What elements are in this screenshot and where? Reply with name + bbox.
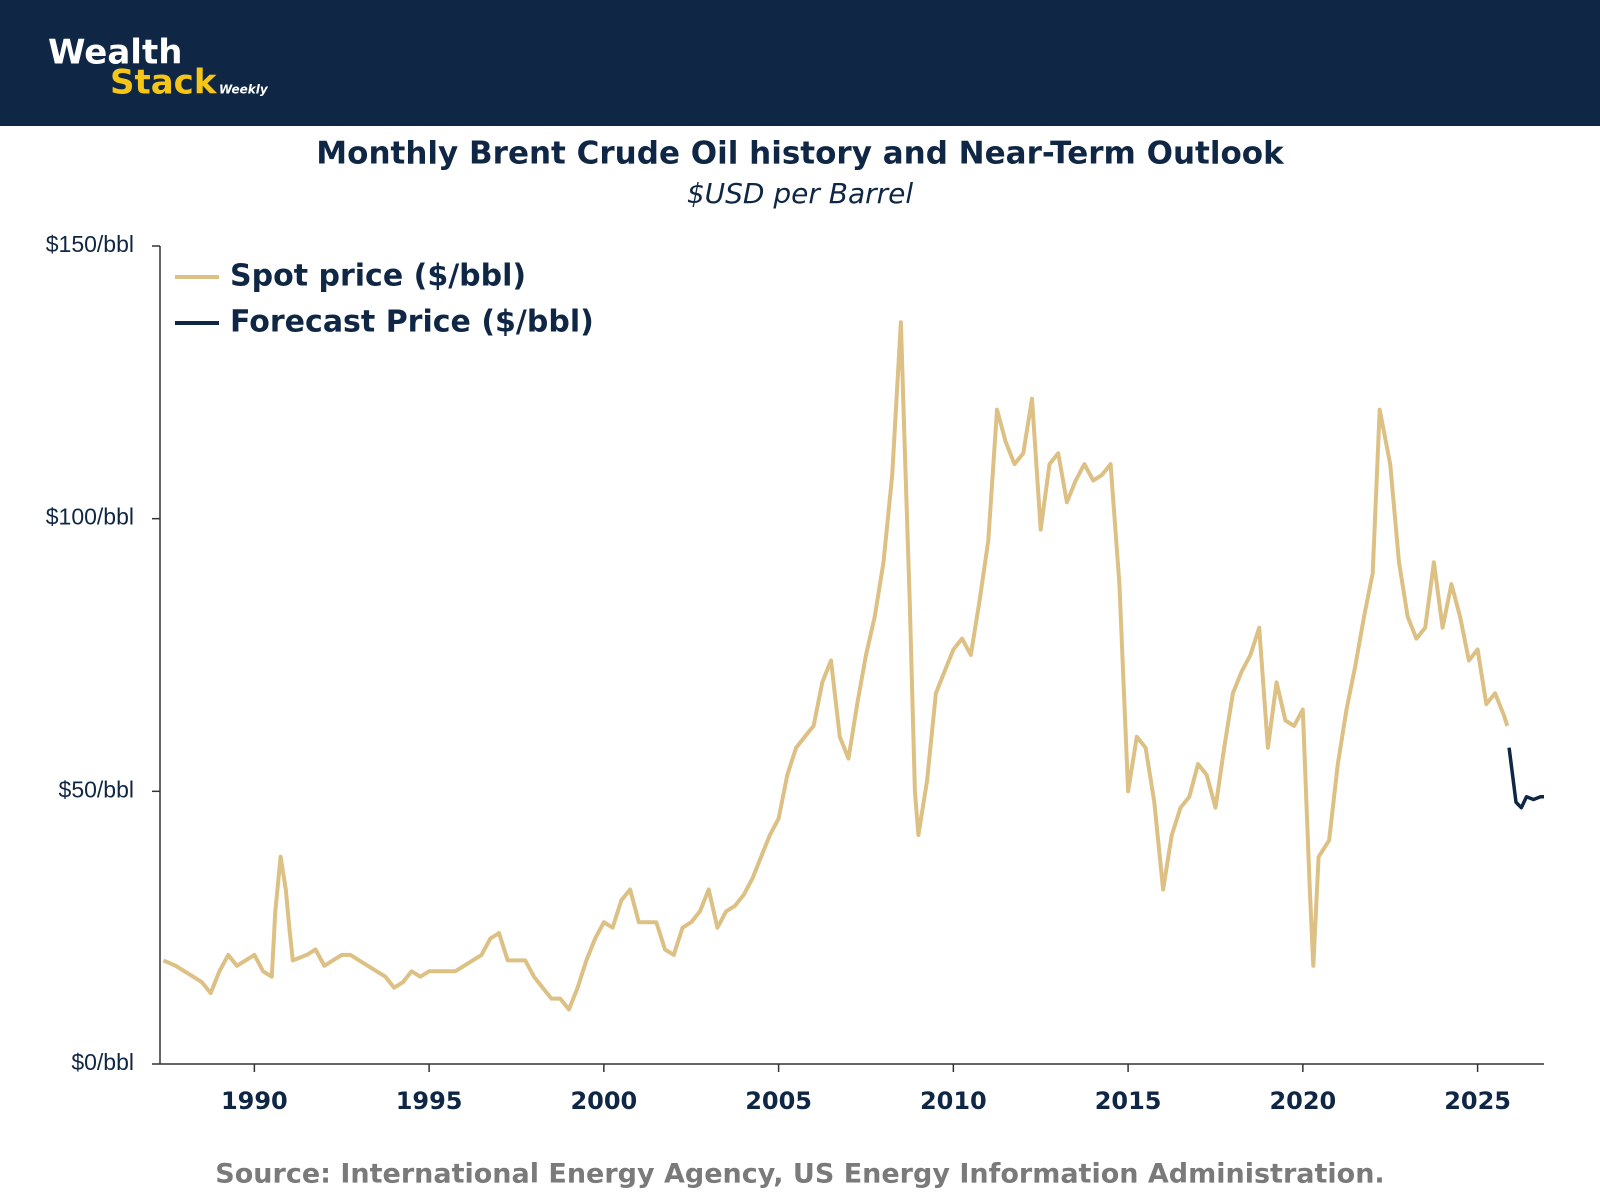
data-line — [162, 320, 1510, 1012]
x-tick-label: 2000 — [570, 1087, 637, 1115]
header-bar — [0, 0, 1600, 126]
x-tick-label: 2020 — [1269, 1087, 1336, 1115]
y-tick-label: $100/bbl — [46, 504, 134, 530]
y-tick-label: $0/bbl — [71, 1049, 134, 1075]
source-note: Source: International Energy Agency, US … — [215, 1159, 1384, 1190]
data-line — [1507, 747, 1544, 810]
x-tick-label: 2010 — [920, 1087, 987, 1115]
legend-label: Spot price ($/bbl) — [230, 259, 526, 294]
logo-top: Wealth — [48, 33, 182, 73]
x-tick-label: 1995 — [396, 1087, 463, 1115]
x-tick-label: 2005 — [745, 1087, 812, 1115]
x-tick-label: 2025 — [1444, 1087, 1511, 1115]
y-tick-label: $50/bbl — [59, 776, 134, 802]
x-tick-label: 1990 — [221, 1087, 288, 1115]
chart-title: Monthly Brent Crude Oil history and Near… — [316, 136, 1285, 172]
x-tick-label: 2015 — [1095, 1087, 1162, 1115]
logo-tag: Weekly — [219, 83, 269, 97]
logo-bottom: Stack — [110, 63, 218, 103]
chart-subtitle: $USD per Barrel — [687, 177, 914, 210]
legend-label: Forecast Price ($/bbl) — [230, 305, 594, 340]
y-tick-label: $150/bbl — [46, 231, 134, 257]
